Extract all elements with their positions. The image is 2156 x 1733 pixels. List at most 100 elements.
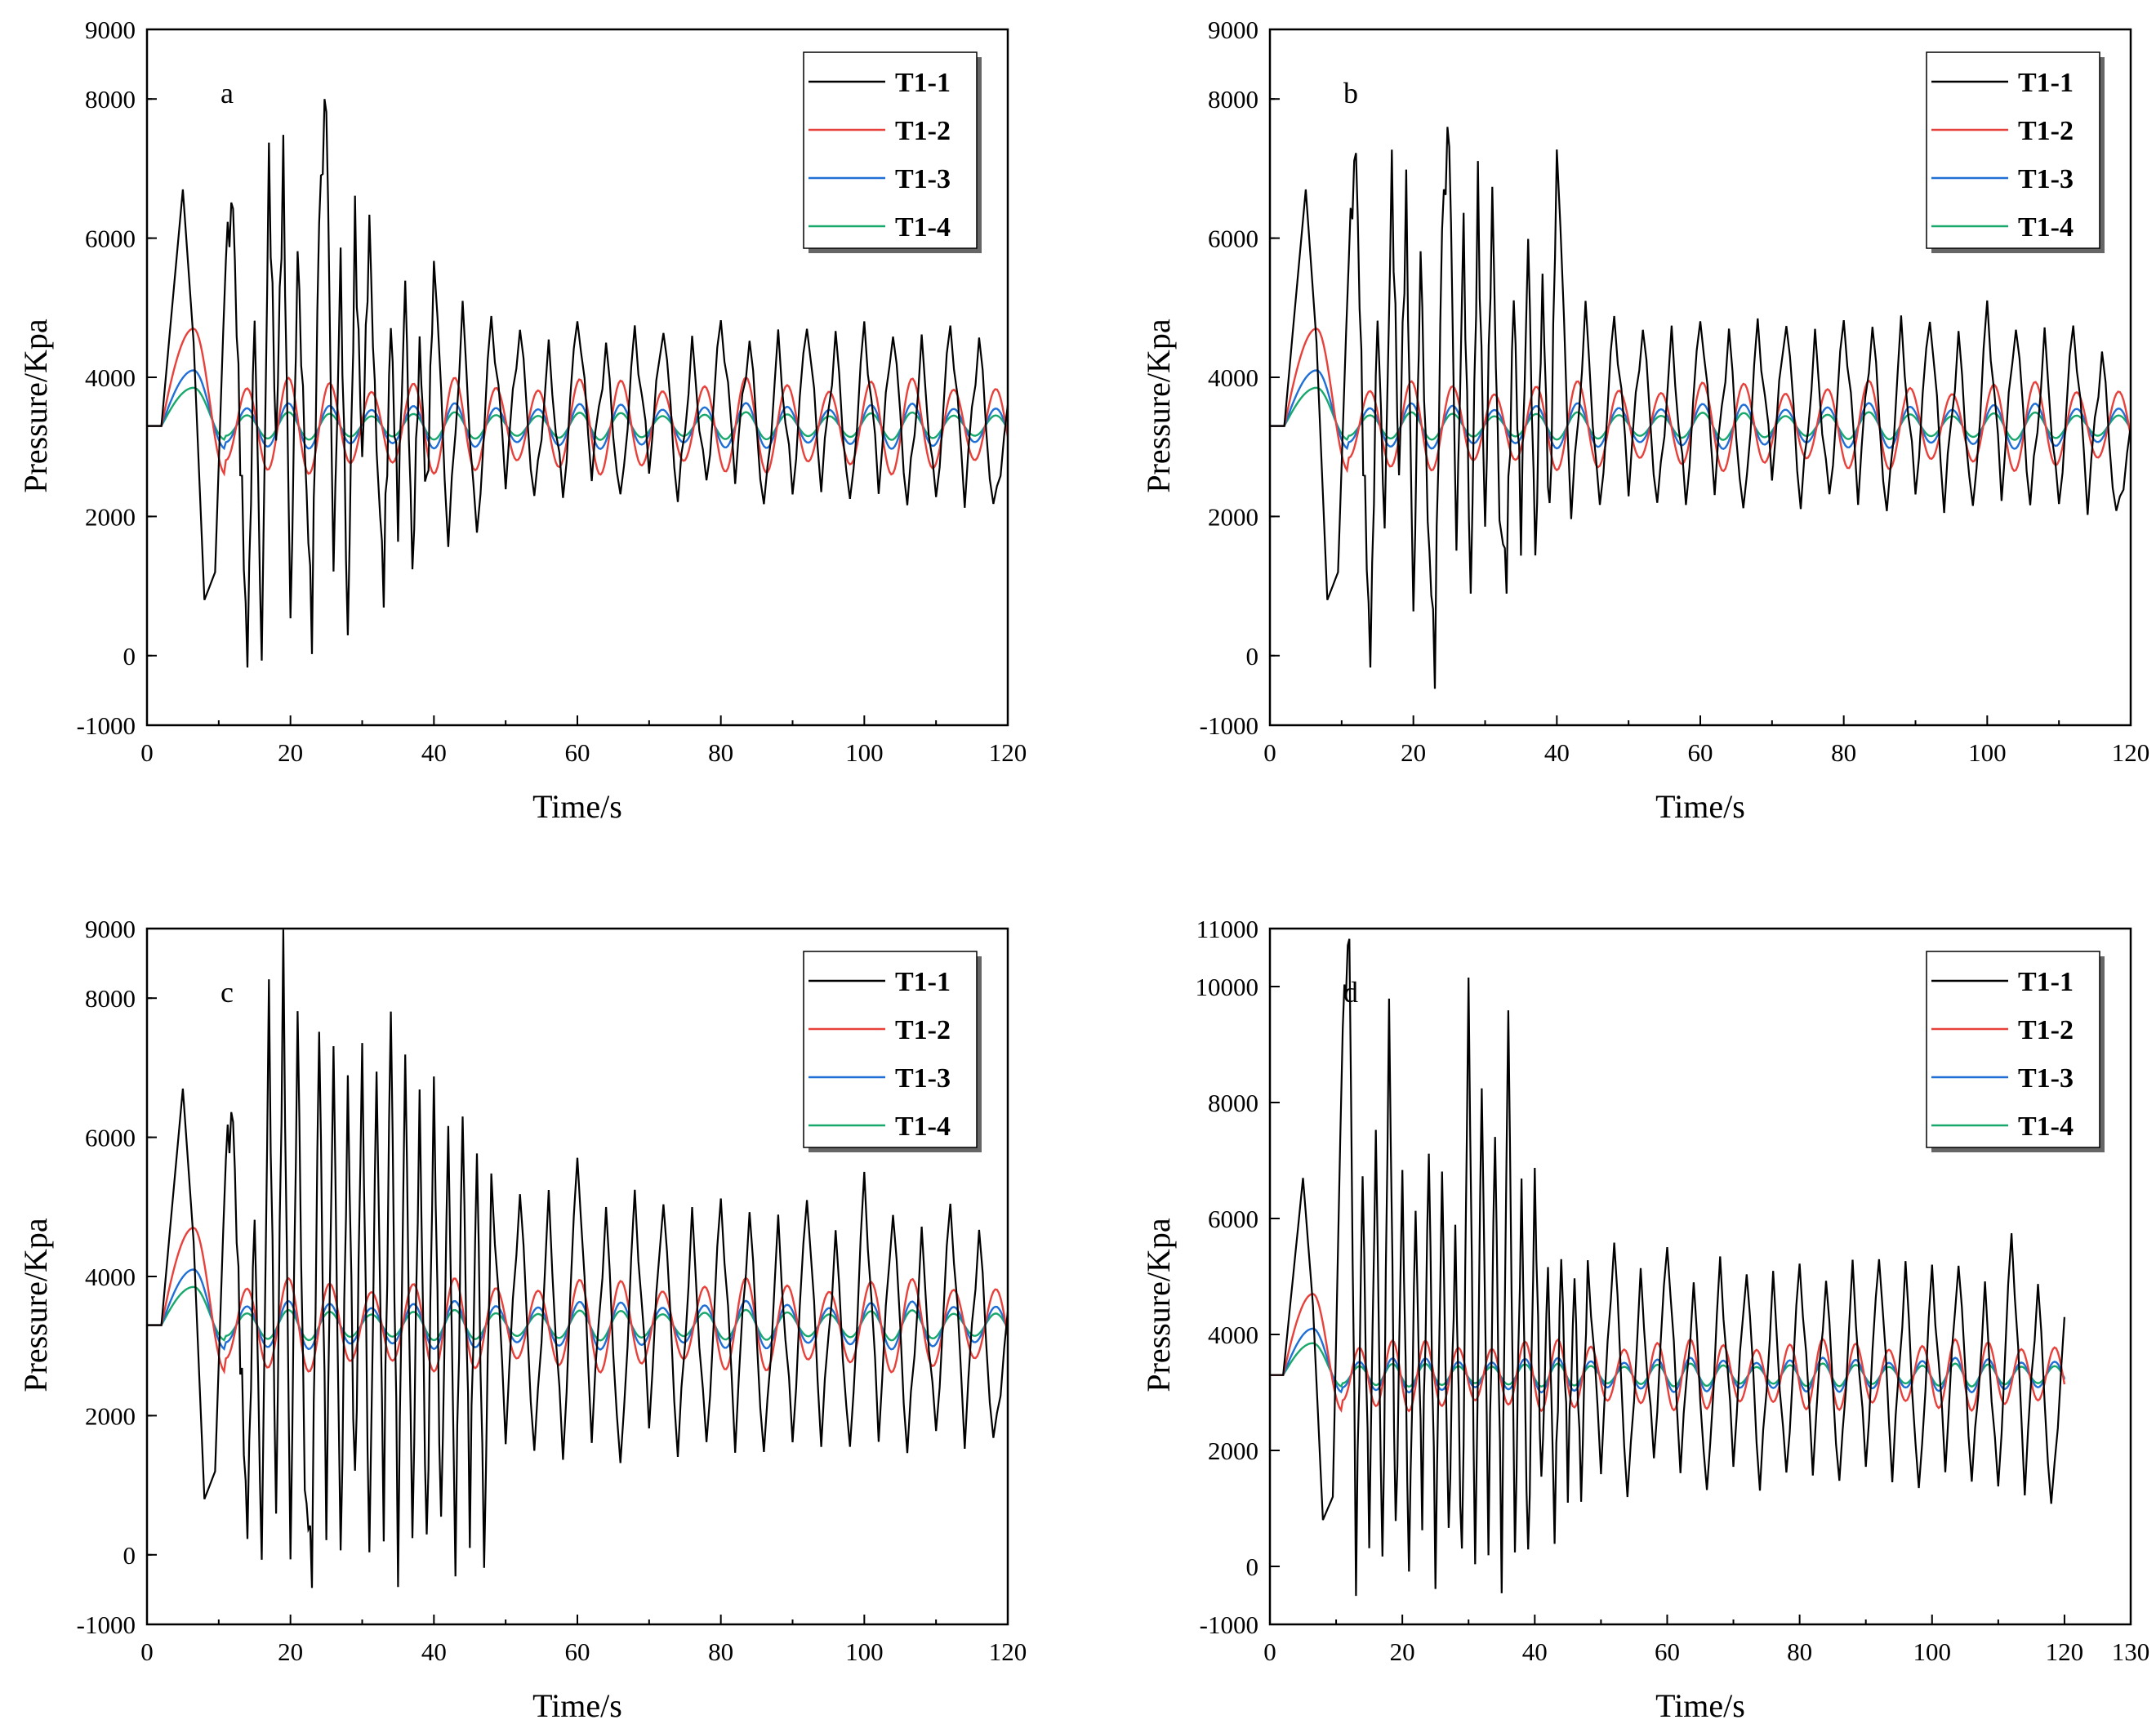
y-tick-label: 0: [123, 642, 136, 670]
plot-frame: [1268, 927, 2132, 1626]
chart-panel-a: 0 20 40 60 80 100 120-100002000400060008000900…: [17, 16, 1027, 825]
legend-label-t1-1: T1-1: [2018, 68, 2074, 98]
series-line-t1-2: [147, 1227, 1008, 1374]
y-tick-label: 10000: [1196, 973, 1259, 1001]
y-tick-label: 4000: [1208, 1321, 1258, 1349]
x-tick-label: 80: [708, 738, 733, 767]
legend-label-t1-1: T1-1: [895, 68, 951, 98]
panel-letter: c: [220, 976, 234, 1009]
x-tick-label: 60: [1655, 1637, 1680, 1666]
x-tick-label: 120: [989, 738, 1027, 767]
series-line-t1-1: [147, 929, 1008, 1588]
x-tick-label: 100: [845, 738, 884, 767]
series-line-t1-2: [1270, 1293, 2066, 1413]
x-tick-label: 100: [1968, 738, 2007, 767]
y-tick-label: 8000: [1208, 1089, 1258, 1117]
y-tick-label: -1000: [1200, 1610, 1258, 1639]
x-tick-label: 0: [140, 1637, 154, 1666]
chart-panel-d: 0 20 40 60 80 100 120 130-100002000400060008000…: [1140, 915, 2149, 1724]
legend: T1-1 T1-2 T1-3 T1-4: [803, 951, 982, 1152]
y-axis-label: Pressure/Kpa: [1140, 1218, 1177, 1392]
y-tick-label: -1000: [1200, 711, 1258, 740]
plot-area: [1270, 938, 2066, 1597]
y-tick-label: 9000: [1208, 16, 1258, 44]
legend-label-t1-2: T1-2: [895, 1015, 951, 1045]
y-tick-label: 6000: [85, 225, 136, 253]
legend-box: [803, 951, 978, 1148]
x-axis-label: Time/s: [532, 788, 622, 825]
x-tick-label: 0: [140, 738, 154, 767]
legend-label-t1-4: T1-4: [895, 1112, 951, 1142]
plot-area: [147, 99, 1008, 668]
chart-panel-b: 0 20 40 60 80 100 120-100002000400060008000900…: [1140, 16, 2149, 825]
series-line-t1-3: [1270, 369, 2131, 451]
y-tick-label: 11000: [1196, 915, 1258, 943]
legend-label-t1-4: T1-4: [2018, 1112, 2074, 1142]
y-tick-label: 8000: [1208, 85, 1258, 114]
y-tick-label: 6000: [85, 1124, 136, 1152]
series-line-t1-1: [147, 99, 1008, 668]
series-line-t1-4: [1270, 386, 2131, 441]
x-tick-label: 40: [421, 1637, 447, 1666]
series-line-t1-3: [147, 1268, 1008, 1352]
y-tick-label: 0: [123, 1541, 136, 1570]
panel-letter: b: [1343, 77, 1358, 109]
x-tick-label: 60: [565, 1637, 590, 1666]
x-tick-label: 0: [1263, 738, 1276, 767]
y-tick-label: -1000: [77, 1610, 136, 1639]
legend-box: [803, 51, 978, 249]
x-tick-label: 80: [1831, 738, 1856, 767]
y-tick-label: 8000: [85, 85, 136, 114]
y-tick-label: 2000: [85, 502, 136, 531]
y-axis-label: Pressure/Kpa: [17, 1218, 54, 1392]
x-tick-label: 60: [1688, 738, 1713, 767]
x-tick-label: 40: [1544, 738, 1570, 767]
legend: T1-1 T1-2 T1-3 T1-4: [1926, 51, 2105, 253]
x-tick-label: 0: [1263, 1637, 1276, 1666]
legend-box: [1926, 951, 2100, 1148]
y-tick-label: 4000: [85, 1263, 136, 1291]
x-tick-label: 20: [1390, 1637, 1415, 1666]
chart-panel-c: 0 20 40 60 80 100 120-100002000400060008000900…: [17, 915, 1027, 1724]
plot-area: [147, 929, 1008, 1588]
legend-label-t1-2: T1-2: [2018, 1015, 2074, 1045]
y-tick-label: 8000: [85, 984, 136, 1013]
x-tick-label: 20: [1401, 738, 1426, 767]
x-axis-label: Time/s: [1655, 1687, 1745, 1724]
legend-label-t1-1: T1-1: [895, 967, 951, 997]
x-tick-label: 120: [2046, 1637, 2084, 1666]
series-line-t1-1: [1270, 127, 2131, 689]
x-tick-label: 130: [2112, 1637, 2150, 1666]
legend: T1-1 T1-2 T1-3 T1-4: [1926, 951, 2105, 1152]
y-tick-label: 2000: [85, 1401, 136, 1430]
legend: T1-1 T1-2 T1-3 T1-4: [803, 51, 982, 253]
legend-label-t1-1: T1-1: [2018, 967, 2074, 997]
series-line-t1-2: [147, 327, 1008, 477]
series-line-t1-3: [147, 369, 1008, 451]
y-tick-label: 6000: [1208, 225, 1258, 253]
legend-label-t1-4: T1-4: [895, 212, 951, 243]
legend-box: [1926, 51, 2100, 249]
y-tick-label: 0: [1246, 642, 1259, 670]
series-line-t1-2: [1270, 327, 2131, 474]
x-tick-label: 100: [1913, 1637, 1952, 1666]
y-tick-label: 2000: [1208, 502, 1258, 531]
x-axis-label: Time/s: [1655, 788, 1745, 825]
legend-label-t1-4: T1-4: [2018, 212, 2074, 243]
y-tick-label: 0: [1246, 1553, 1259, 1581]
legend-label-t1-3: T1-3: [895, 164, 951, 194]
x-tick-label: 60: [565, 738, 590, 767]
x-axis-label: Time/s: [532, 1687, 622, 1724]
y-tick-label: 4000: [85, 363, 136, 392]
y-tick-label: 9000: [85, 16, 136, 44]
legend-label-t1-2: T1-2: [2018, 116, 2074, 146]
legend-label-t1-3: T1-3: [2018, 164, 2074, 194]
y-tick-label: 6000: [1208, 1205, 1258, 1233]
legend-label-t1-2: T1-2: [895, 116, 951, 146]
x-tick-label: 80: [708, 1637, 733, 1666]
series-line-t1-1: [1270, 938, 2065, 1597]
series-line-t1-4: [147, 1285, 1008, 1342]
y-tick-label: 2000: [1208, 1437, 1258, 1465]
x-tick-label: 120: [2112, 738, 2150, 767]
